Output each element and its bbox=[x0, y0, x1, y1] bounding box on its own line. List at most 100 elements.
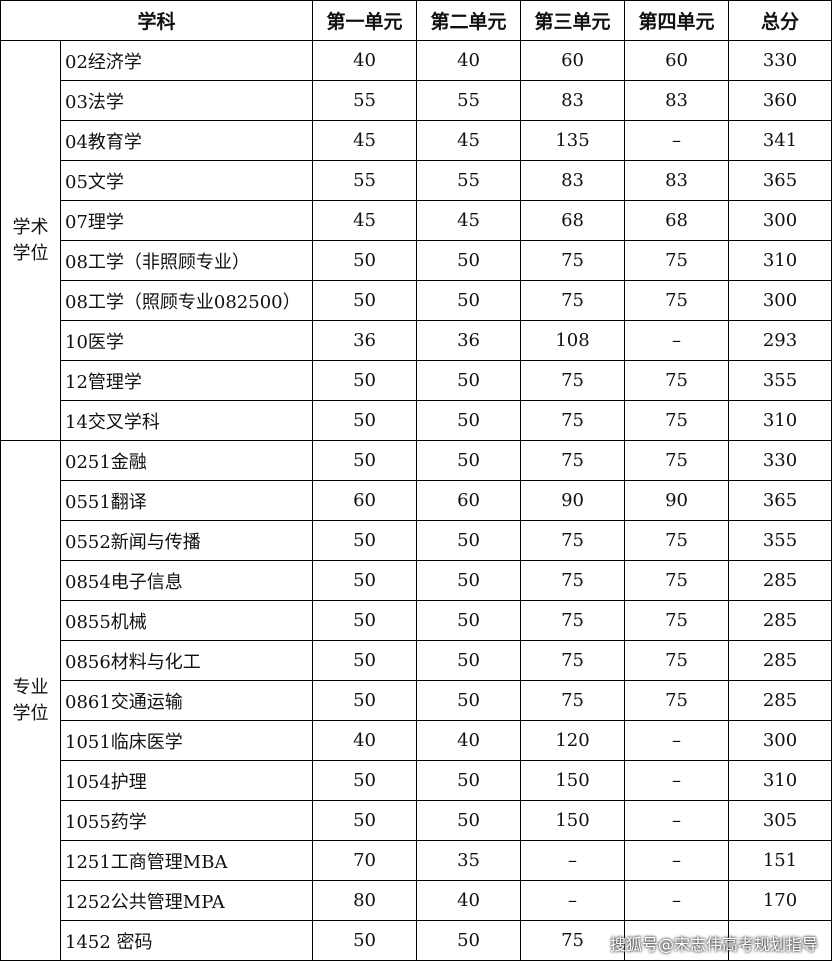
score-cell: 75 bbox=[624, 360, 730, 401]
score-cell: 50 bbox=[416, 640, 522, 681]
score-cell: 355 bbox=[728, 520, 832, 561]
score-cell: 50 bbox=[416, 440, 522, 481]
score-cell: 50 bbox=[312, 600, 418, 641]
table-row: 1055药学 50 50 150–305 bbox=[1, 800, 832, 841]
table-row: 08工学（非照顾专业） 50 50 75 75 310 bbox=[1, 240, 832, 281]
score-cell: 310 bbox=[728, 400, 832, 441]
score-cell: 135 bbox=[520, 120, 626, 161]
score-cell: 70 bbox=[312, 840, 418, 881]
score-cell: 75 bbox=[624, 600, 730, 641]
subject-cell: 02经济学 bbox=[59, 40, 314, 81]
subject-cell: 1054护理 bbox=[59, 760, 314, 801]
table-row: 专业学位 0251金融 50 50 75 75 330 bbox=[0, 440, 832, 961]
score-cell: – bbox=[624, 840, 730, 881]
table-row: 12管理学 50 50 75 75 355 bbox=[1, 360, 832, 401]
watermark: 搜狐号@宋志伟高考规划指导 bbox=[609, 935, 818, 954]
score-cell: 75 bbox=[624, 400, 730, 441]
score-cell: 285 bbox=[728, 560, 832, 601]
score-cell: 55 bbox=[416, 160, 522, 201]
subject-cell: 03法学 bbox=[59, 80, 314, 121]
score-cell: 50 bbox=[416, 520, 522, 561]
score-cell: 83 bbox=[624, 160, 730, 201]
subject-cell: 14交叉学科 bbox=[59, 400, 314, 441]
subject-cell: 04教育学 bbox=[59, 120, 314, 161]
score-cell: 83 bbox=[520, 160, 626, 201]
score-cell: 310 bbox=[728, 240, 832, 281]
score-cell: – bbox=[624, 320, 730, 361]
score-cell: 40 bbox=[416, 720, 522, 761]
score-cell: 55 bbox=[312, 80, 418, 121]
score-cell: 50 bbox=[312, 440, 418, 481]
table-row: 1251工商管理MBA 70 35– –151 bbox=[1, 840, 832, 881]
score-cell: 365 bbox=[728, 160, 832, 201]
score-cell: 285 bbox=[728, 640, 832, 681]
subject-cell: 05文学 bbox=[59, 160, 314, 201]
score-cell: 83 bbox=[520, 80, 626, 121]
score-cell: 80 bbox=[312, 880, 418, 921]
column-header: 学科 bbox=[0, 0, 314, 41]
score-cell: 68 bbox=[624, 200, 730, 241]
table-row: 1252公共管理MPA 80 40– –170 bbox=[1, 880, 832, 921]
score-cell: 55 bbox=[312, 160, 418, 201]
score-cell: 60 bbox=[416, 480, 522, 521]
score-cell: 60 bbox=[624, 40, 730, 81]
score-cell: 50 bbox=[312, 640, 418, 681]
score-cell: 90 bbox=[520, 480, 626, 521]
score-cell: 75 bbox=[624, 560, 730, 601]
group-label: 专业学位 bbox=[12, 676, 49, 724]
score-cell: 330 bbox=[728, 440, 832, 481]
score-cell: 40 bbox=[416, 880, 522, 921]
subject-cell: 1055药学 bbox=[59, 800, 314, 841]
table-row: 0552新闻与传播 50 50 75 75 355 bbox=[1, 520, 832, 561]
score-cell: 310 bbox=[728, 760, 832, 801]
subject-cell: 1252公共管理MPA bbox=[59, 880, 314, 921]
score-cell: 360 bbox=[728, 80, 832, 121]
score-cell: 75 bbox=[624, 280, 730, 321]
score-cell: 68 bbox=[520, 200, 626, 241]
score-cell: 285 bbox=[728, 680, 832, 721]
score-cell: 50 bbox=[416, 360, 522, 401]
score-cell: 75 bbox=[520, 400, 626, 441]
subject-cell: 0861交通运输 bbox=[59, 680, 314, 721]
column-header: 第三单元 bbox=[520, 0, 626, 41]
score-cell: 75 bbox=[624, 440, 730, 481]
score-cell: 45 bbox=[312, 200, 418, 241]
score-cell: 50 bbox=[312, 680, 418, 721]
score-cell: 75 bbox=[520, 920, 626, 961]
table-row: 1452 密码 50 50 75 bbox=[1, 920, 832, 961]
score-cell: 75 bbox=[520, 240, 626, 281]
score-cell: – bbox=[624, 760, 730, 801]
score-cell: 50 bbox=[312, 760, 418, 801]
subject-cell: 0856材料与化工 bbox=[59, 640, 314, 681]
subject-cell: 0551翻译 bbox=[59, 480, 314, 521]
empty-cell bbox=[728, 920, 832, 961]
score-cell: 75 bbox=[624, 680, 730, 721]
table-row: 05文学 55 55 83 83 365 bbox=[1, 160, 832, 201]
column-header: 总分 bbox=[728, 0, 832, 41]
score-cell: 45 bbox=[416, 120, 522, 161]
score-cell: 300 bbox=[728, 280, 832, 321]
table-row: 0856材料与化工 50 50 75 75 285 bbox=[1, 640, 832, 681]
score-cell: 50 bbox=[312, 240, 418, 281]
score-cell: 50 bbox=[312, 920, 418, 961]
subject-cell: 12管理学 bbox=[59, 360, 314, 401]
score-cell: 75 bbox=[624, 640, 730, 681]
subject-cell: 08工学（照顾专业082500） bbox=[59, 280, 314, 321]
column-header: 第一单元 bbox=[312, 0, 418, 41]
score-cell: 50 bbox=[312, 360, 418, 401]
score-cell: 293 bbox=[728, 320, 832, 361]
score-cell: 75 bbox=[520, 440, 626, 481]
score-cell: 300 bbox=[728, 200, 832, 241]
score-cell: 36 bbox=[416, 320, 522, 361]
score-cell: 50 bbox=[416, 280, 522, 321]
score-cell: 50 bbox=[312, 560, 418, 601]
score-cell: 50 bbox=[312, 400, 418, 441]
score-cell: 60 bbox=[520, 40, 626, 81]
subject-cell: 1251工商管理MBA bbox=[59, 840, 314, 881]
table-row: 0861交通运输 50 50 75 75 285 bbox=[1, 680, 832, 721]
score-cell: 150 bbox=[520, 760, 626, 801]
table-row: 1051临床医学 40 40 120–300 bbox=[1, 720, 832, 761]
score-cell: 75 bbox=[520, 600, 626, 641]
